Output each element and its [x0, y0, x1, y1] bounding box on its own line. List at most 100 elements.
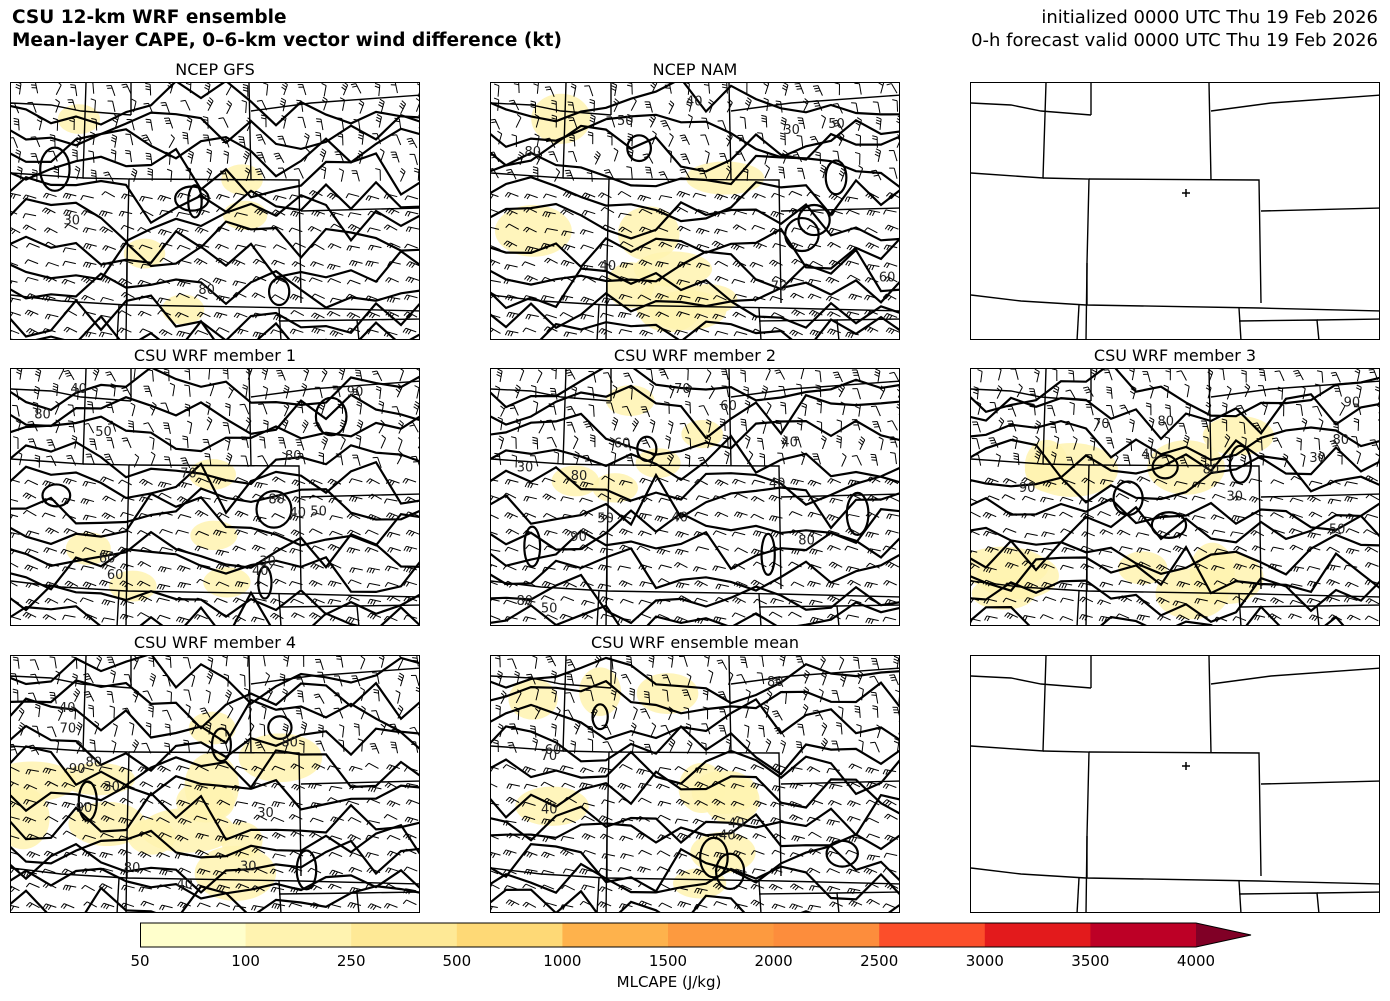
- contour-label: 80: [268, 493, 285, 508]
- contour-label: 40: [781, 436, 798, 451]
- contour-label: 80: [1158, 414, 1175, 429]
- map-svg: [971, 83, 1379, 339]
- contour-label: 90: [76, 801, 93, 816]
- colorbar-segment: [879, 923, 986, 947]
- contour-label: 40: [1141, 448, 1158, 463]
- colorbar-tick-label: 2500: [860, 952, 899, 970]
- contour-label: 60: [879, 270, 896, 285]
- contour-label: 80: [767, 675, 784, 690]
- panel-title: CSU WRF member 1: [133, 346, 297, 365]
- contour-label: 60: [545, 743, 562, 758]
- contour-label: 50: [1329, 523, 1346, 538]
- colorbar-segment: [773, 923, 880, 947]
- contour-label: 80: [86, 755, 103, 770]
- contour-label: 80: [571, 469, 588, 484]
- colorbar-tick-label: 100: [231, 952, 260, 970]
- valid-time: 0-h forecast valid 0000 UTC Thu 19 Feb 2…: [971, 30, 1378, 51]
- colorbar-segment: [668, 923, 775, 947]
- contour-label: 40: [672, 511, 689, 526]
- contour-label: 30: [1227, 489, 1244, 504]
- init-time: initialized 0000 UTC Thu 19 Feb 2026: [1041, 7, 1378, 28]
- contour-label: 80: [281, 736, 298, 751]
- contour-label: 30: [64, 214, 81, 229]
- contour-labels: 40 40 70 60 30 80 50 50: [525, 95, 896, 295]
- contour-label: 30: [259, 555, 276, 570]
- contour-labels: 30 40 30 80 80 70 50 90 80 90: [1019, 396, 1360, 538]
- colorbar: [140, 922, 1252, 948]
- colorbar-segment: [140, 923, 247, 947]
- figure-title: CSU 12-km WRF ensemble Mean-layer CAPE, …: [12, 6, 562, 52]
- colorbar-tick-label: 3500: [1071, 952, 1110, 970]
- contour-label: 40: [59, 701, 76, 716]
- colorbar-segment: [984, 923, 1091, 947]
- colorbar-extend-arrow: [1196, 923, 1251, 947]
- forecast-map-panel: 40 50 30 80 40 50 70 60 90 80 40 60 80: [10, 368, 420, 626]
- contour-label: 60: [614, 436, 631, 451]
- contour-label: 40: [177, 878, 194, 893]
- contour-label: 80: [1333, 433, 1350, 448]
- contour-label: 70: [60, 722, 77, 737]
- forecast-time-info: initialized 0000 UTC Thu 19 Feb 2026 0-h…: [971, 6, 1378, 52]
- wind-barbs: [491, 369, 899, 625]
- contour-label: 90: [1344, 396, 1361, 411]
- contour-labels: 30 80: [64, 214, 215, 298]
- contour-label: 80: [517, 594, 534, 609]
- contour-label: 50: [95, 425, 112, 440]
- contour-label: 30: [517, 461, 534, 476]
- contour-label: 30: [1309, 451, 1326, 466]
- contour-label: 40: [252, 564, 269, 579]
- forecast-map-panel: 30 80: [10, 82, 420, 340]
- wind-difference-contours: [11, 656, 419, 912]
- map-svg: 30 40 30 80 80 70 50 90 80 90: [971, 369, 1379, 625]
- contour-label: 90: [1019, 481, 1036, 496]
- colorbar-tick-label: 1000: [543, 952, 582, 970]
- contour-label: 40: [70, 382, 87, 397]
- colorbar-tick-label: 4000: [1176, 952, 1216, 970]
- colorbar-tick-label: 250: [336, 952, 366, 970]
- forecast-map-panel: 40 70 80 40 40 60: [490, 655, 900, 913]
- contour-label: 80: [198, 283, 215, 298]
- contour-label: 50: [310, 505, 327, 520]
- contour-label: 70: [771, 279, 788, 294]
- title-line-2: Mean-layer CAPE, 0–6-km vector wind diff…: [12, 30, 562, 51]
- contour-label: 30: [257, 806, 274, 821]
- colorbar-tick-label: 50: [130, 952, 150, 970]
- forecast-map-panel: 40 50 30 80 40 50 70 60 90 80 40 60 80: [490, 368, 900, 626]
- contour-label: 40: [686, 95, 703, 110]
- contour-label: 40: [541, 802, 558, 817]
- contour-label: 80: [1203, 463, 1220, 478]
- wind-difference-contours: [491, 83, 899, 339]
- colorbar-tick-label: 2000: [754, 952, 793, 970]
- panel-title: CSU WRF member 3: [1093, 346, 1257, 365]
- contour-label: 70: [541, 749, 558, 764]
- map-svg: [971, 656, 1379, 912]
- colorbar-segment: [245, 923, 352, 947]
- colorbar-segment: [351, 923, 458, 947]
- contour-label: 40: [600, 259, 617, 274]
- contour-label: 80: [285, 449, 302, 464]
- contour-label: 30: [240, 859, 257, 874]
- colorbar-tick-label: 1500: [648, 952, 688, 970]
- wind-difference-contours: [971, 369, 1379, 625]
- colorbar-title: MLCAPE (J/kg): [616, 973, 722, 991]
- contour-label: 60: [99, 551, 116, 566]
- colorbar-segment: [456, 923, 563, 947]
- location-marker: [1182, 189, 1190, 197]
- wind-difference-contours: [491, 656, 899, 912]
- state-borders: [971, 83, 1379, 339]
- panel-title: NCEP GFS: [175, 60, 255, 79]
- colorbar-segment: [1090, 923, 1197, 947]
- colorbar-tick-label: 500: [442, 952, 472, 970]
- contour-label: 80: [34, 408, 51, 423]
- contour-label: 40: [719, 828, 736, 843]
- panel-title: CSU WRF member 2: [613, 346, 777, 365]
- map-svg: 30 80: [11, 83, 419, 339]
